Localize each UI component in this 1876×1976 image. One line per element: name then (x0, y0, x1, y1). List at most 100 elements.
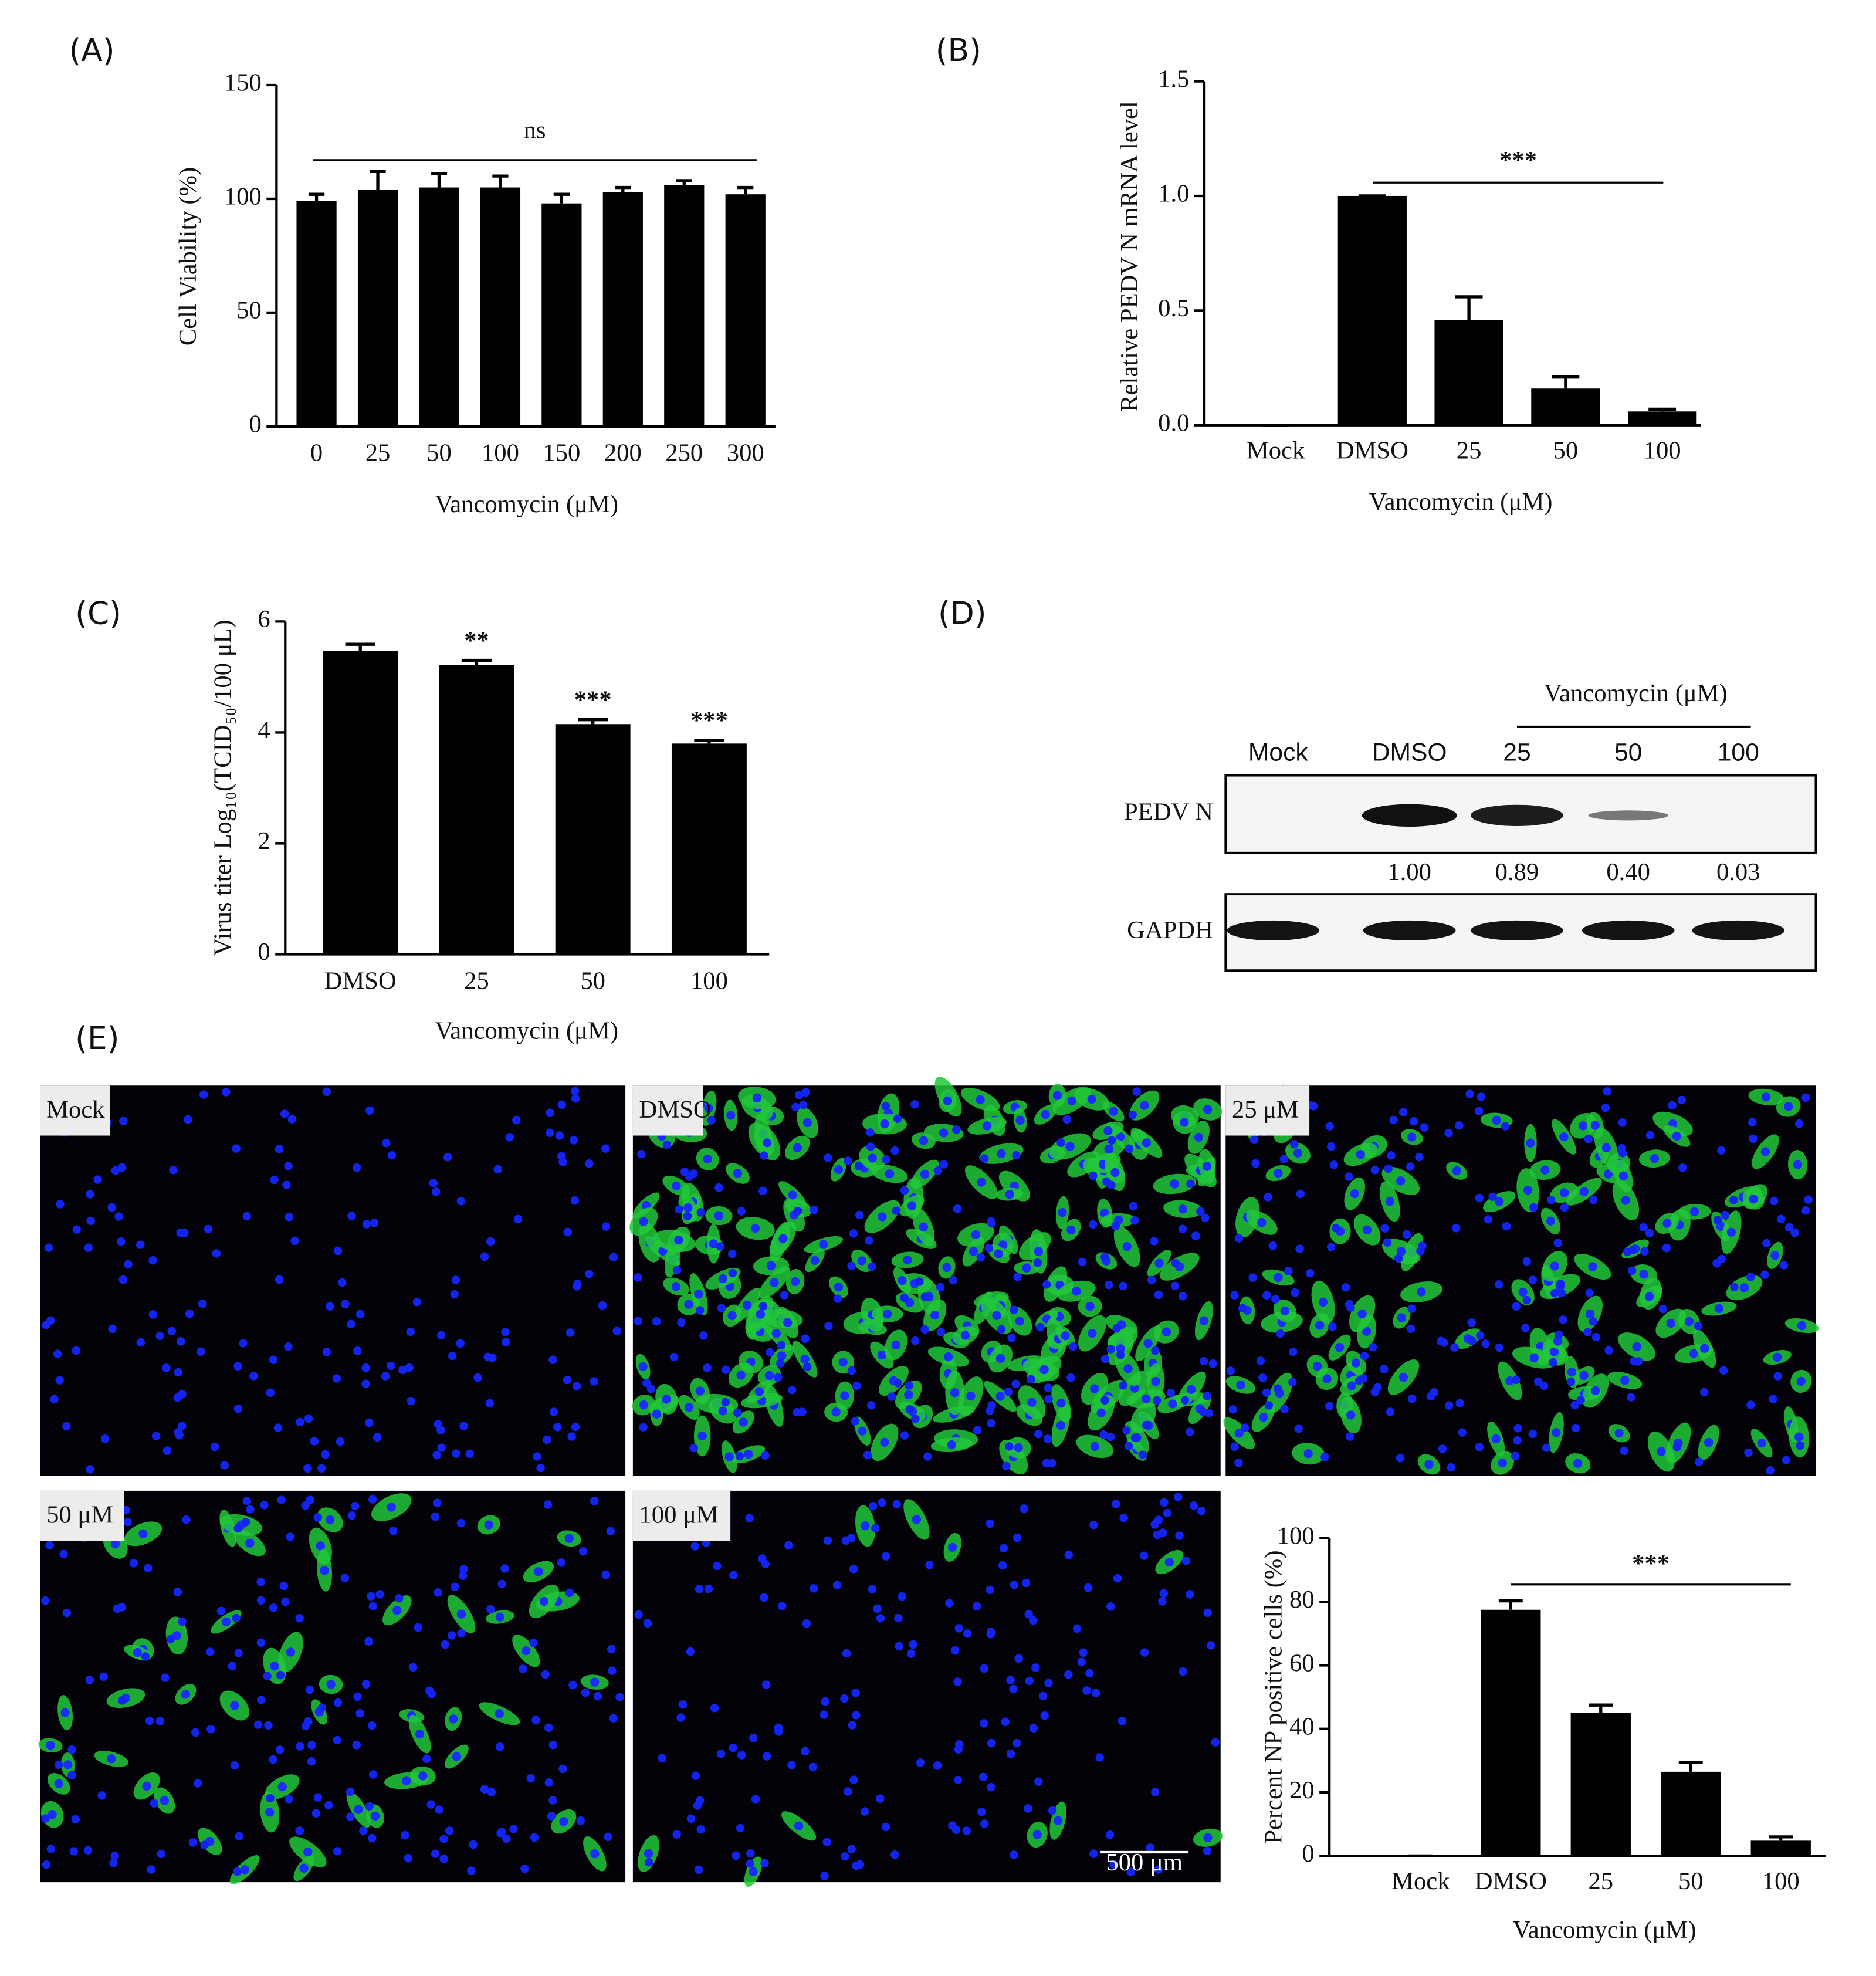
nucleus (509, 1825, 518, 1833)
nucleus (601, 1570, 611, 1579)
nucleus (801, 1334, 810, 1343)
nucleus (1072, 1287, 1081, 1296)
error-bar (492, 174, 509, 188)
nucleus (1770, 1251, 1780, 1260)
nucleus (544, 1778, 554, 1787)
nucleus (1203, 1392, 1211, 1400)
nucleus (495, 1742, 504, 1751)
nucleus (978, 1772, 988, 1782)
nucleus (1259, 1412, 1268, 1422)
nucleus (269, 1603, 278, 1612)
nucleus (762, 1680, 771, 1689)
nucleus (1495, 1280, 1503, 1289)
nucleus (1690, 1207, 1699, 1217)
nucleus (1672, 1131, 1682, 1141)
nucleus (206, 1725, 215, 1734)
nucleus (145, 1716, 154, 1725)
nucleus (1151, 1376, 1160, 1386)
nucleus (612, 1327, 622, 1335)
nucleus (1437, 1336, 1445, 1345)
nucleus (1762, 1239, 1771, 1248)
nucleus (793, 1143, 802, 1153)
nucleus (1106, 1432, 1115, 1442)
image-label: 50 μM (46, 1501, 113, 1528)
nucleus (866, 1128, 875, 1137)
nucleus (718, 1406, 727, 1416)
nucleus (1234, 1459, 1243, 1467)
nucleus (1058, 1207, 1067, 1217)
nucleus (270, 1175, 279, 1185)
nucleus (313, 1793, 323, 1802)
nucleus (245, 1538, 255, 1548)
nucleus (1571, 1423, 1580, 1433)
nucleus (1293, 1148, 1303, 1158)
image-label: 25 μM (1232, 1096, 1299, 1124)
nucleus (1022, 1263, 1031, 1273)
nucleus (405, 1363, 414, 1372)
nucleus (107, 1203, 116, 1212)
nucleus (590, 1497, 599, 1505)
nucleus (1801, 1206, 1810, 1215)
nucleus (1380, 1365, 1389, 1373)
nucleus (1090, 1384, 1099, 1393)
quantification: 1.00 (1387, 858, 1431, 886)
nucleus (1276, 1329, 1285, 1338)
nucleus (571, 1094, 580, 1103)
nucleus (182, 1515, 191, 1524)
nucleus (1128, 1110, 1137, 1119)
x-tick-label: 50 (1678, 1867, 1704, 1895)
nucleus (276, 1670, 285, 1680)
nucleus (448, 1351, 457, 1361)
nucleus (1175, 1531, 1184, 1540)
nucleus (352, 1741, 361, 1750)
nucleus (346, 1787, 355, 1796)
nucleus (1178, 1224, 1187, 1234)
nucleus (1556, 1280, 1565, 1288)
nucleus (672, 1830, 681, 1839)
significance-label: *** (1499, 147, 1537, 174)
nucleus (840, 1694, 849, 1703)
nucleus (181, 1690, 191, 1699)
nucleus (752, 1093, 762, 1102)
nucleus (1662, 1243, 1671, 1253)
nucleus (246, 1505, 255, 1514)
nucleus (539, 1596, 549, 1606)
nucleus (1119, 1514, 1128, 1522)
nucleus (488, 1353, 497, 1362)
nucleus (758, 1302, 768, 1311)
nucleus (707, 1116, 716, 1125)
nucleus (973, 1426, 982, 1434)
nucleus (467, 1866, 476, 1875)
nucleus (46, 1316, 55, 1325)
nucleus (141, 1652, 150, 1661)
nucleus (548, 1740, 558, 1750)
bar (1570, 1713, 1631, 1856)
nucleus (1027, 1375, 1035, 1384)
nucleus (493, 1165, 502, 1174)
nucleus (336, 1437, 345, 1446)
nucleus (299, 1863, 309, 1873)
error-bar (615, 185, 631, 192)
x-tick-label: 100 (1762, 1867, 1800, 1895)
nucleus (457, 1629, 466, 1638)
nucleus (431, 1849, 440, 1858)
x-tick-label: 25 (365, 439, 391, 467)
micrograph: DMSO (629, 1077, 1223, 1476)
nucleus (1007, 1334, 1016, 1342)
nucleus (733, 1408, 742, 1417)
nucleus (1089, 1849, 1098, 1858)
nucleus (992, 1311, 1001, 1320)
nucleus (1623, 1247, 1632, 1257)
nucleus (412, 1297, 422, 1307)
nucleus (1645, 1229, 1654, 1238)
nucleus (216, 1606, 226, 1616)
error-bar (370, 170, 386, 190)
nucleus (1154, 1258, 1164, 1268)
bar (725, 194, 766, 427)
nucleus (333, 1735, 342, 1745)
nucleus (1549, 1358, 1557, 1367)
nucleus (1794, 1119, 1804, 1128)
nucleus (1202, 1162, 1212, 1171)
nucleus (1475, 1442, 1484, 1451)
nucleus (355, 1310, 365, 1319)
